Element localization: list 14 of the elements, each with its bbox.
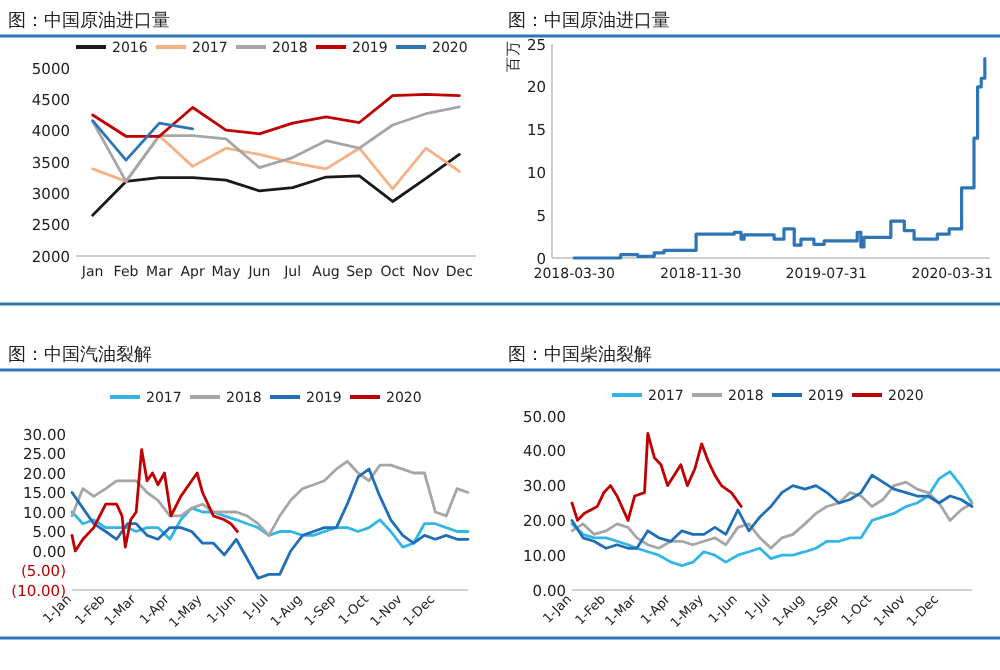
chart-title: 图：中国原油进口量 (8, 10, 170, 32)
line-series (91, 92, 461, 138)
line-series (70, 506, 470, 549)
chart-title: 图：中国原油进口量 (508, 10, 670, 32)
chart-title: 图：中国柴油裂解 (508, 344, 652, 366)
line-series (70, 448, 239, 553)
line-series (70, 459, 470, 537)
line-series (570, 432, 743, 522)
line-series (91, 105, 461, 183)
line-series (570, 470, 974, 568)
line-series (91, 153, 461, 217)
line-series (70, 467, 470, 580)
chart-title: 图：中国汽油裂解 (8, 344, 152, 366)
line-series (91, 119, 195, 162)
